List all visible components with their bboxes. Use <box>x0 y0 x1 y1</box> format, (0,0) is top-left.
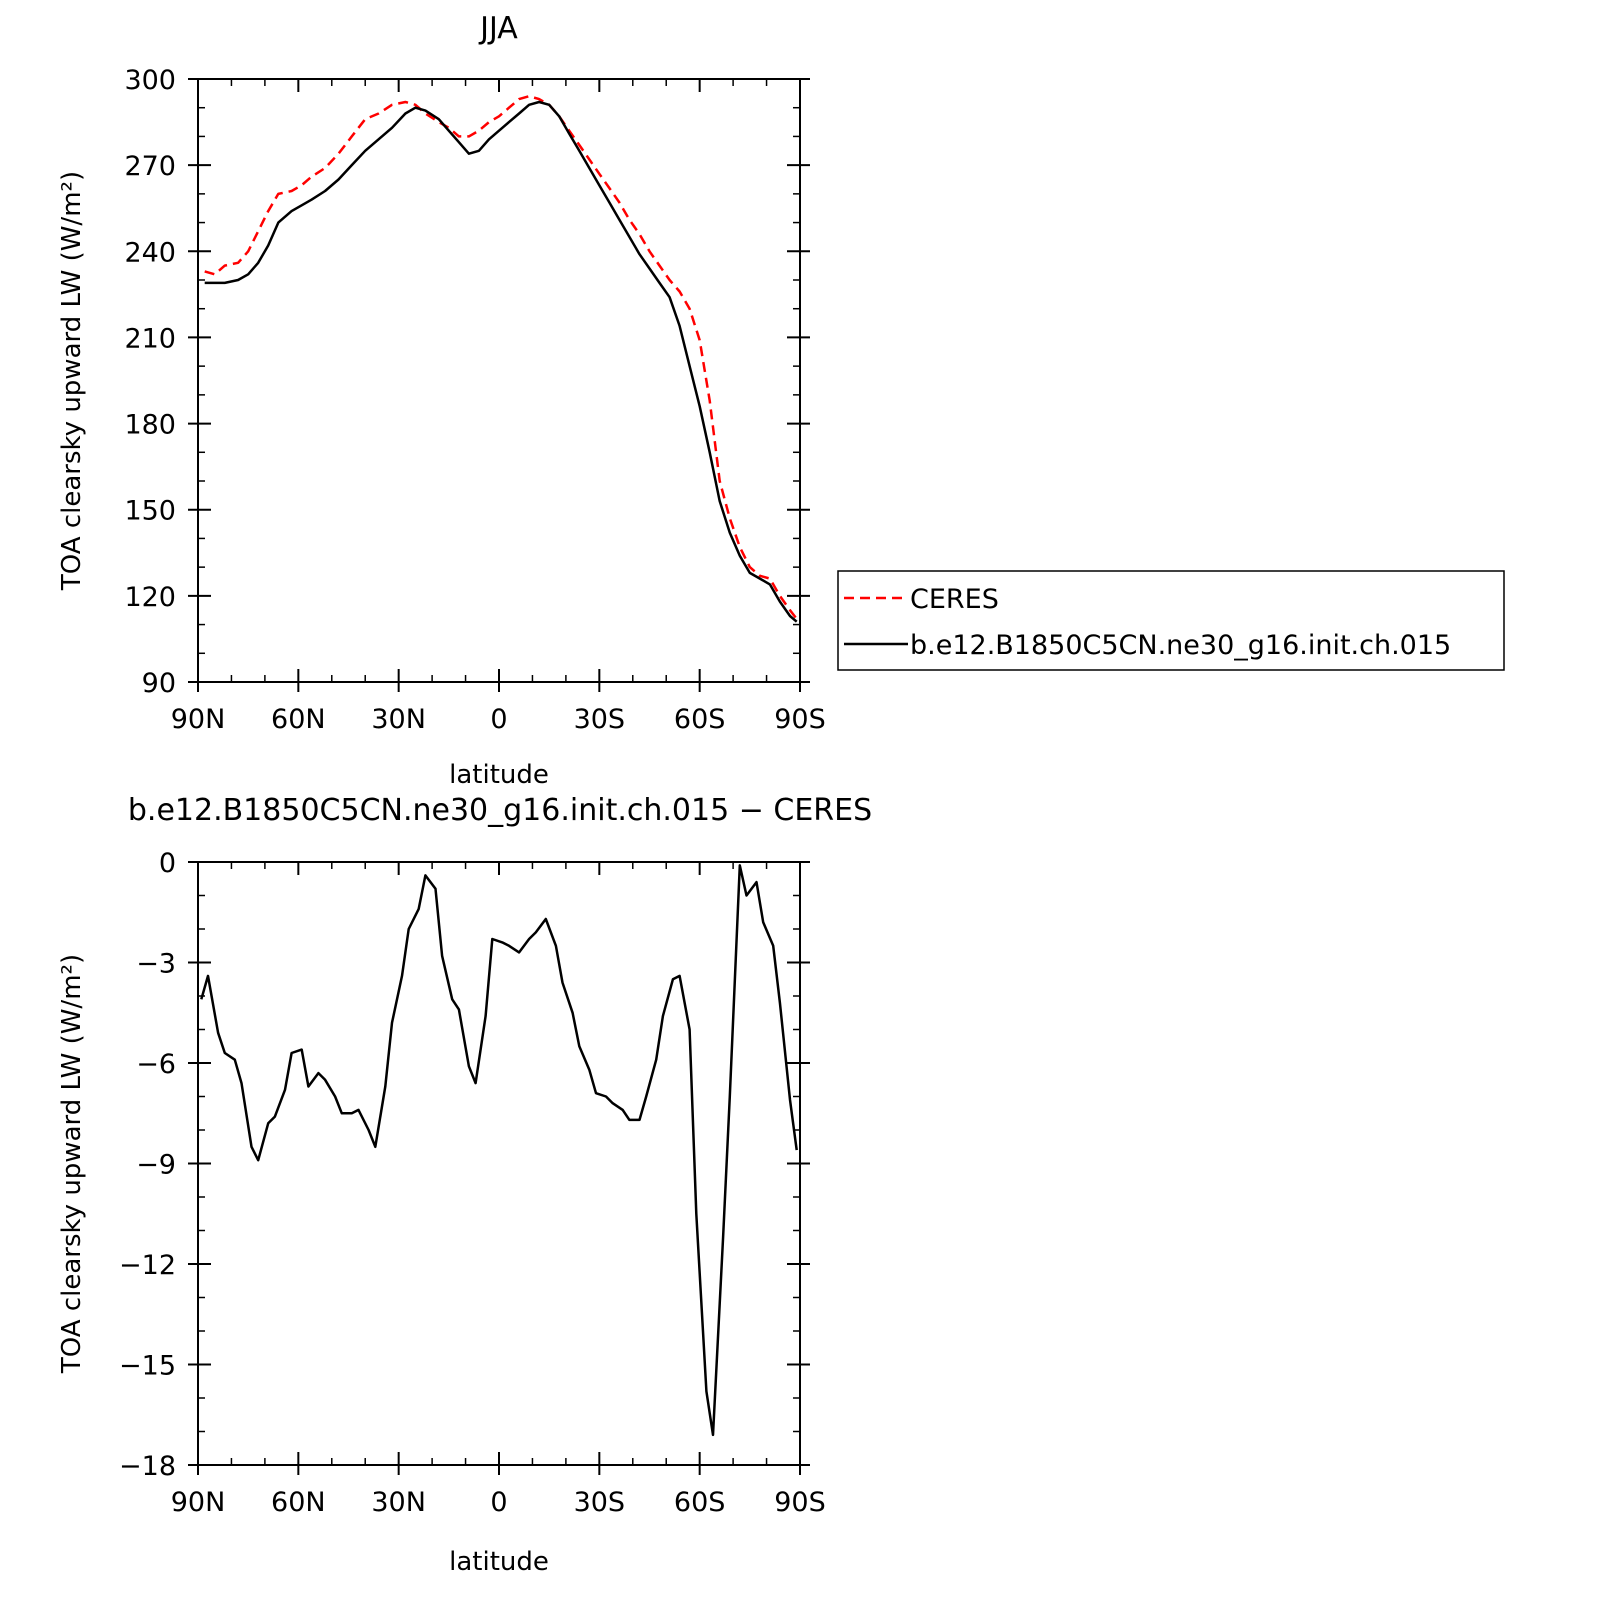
top-x-tick-label: 30S <box>574 704 626 735</box>
bottom-series-line-difference <box>200 864 798 1437</box>
top-x-tick-label: 90S <box>774 704 826 735</box>
bottom-x-axis-label: latitude <box>449 1547 549 1577</box>
legend-box <box>837 570 1505 671</box>
top-y-tick-label: 120 <box>124 582 176 613</box>
bottom-x-tick-label: 60N <box>271 1487 326 1518</box>
bottom-panel-difference: b.e12.B1850C5CN.ne30_g16.init.ch.015 − C… <box>57 793 872 1577</box>
top-panel-jja: JJA latitude TOA clearsky upward LW (W/m… <box>57 11 826 790</box>
bottom-y-tick-label: −15 <box>119 1351 176 1382</box>
top-series-line-b-e12-b1850c5cn-ne30-g16-init-ch-015 <box>204 100 798 623</box>
bottom-x-tick-label: 60S <box>674 1487 726 1518</box>
bottom-y-tick-label: −9 <box>136 1150 176 1181</box>
top-y-axis-label: TOA clearsky upward LW (W/m²) <box>57 171 87 591</box>
legend-label-ceres: CERES <box>910 584 999 615</box>
top-x-axis-label: latitude <box>449 760 549 790</box>
bottom-x-tick-label: 30N <box>371 1487 426 1518</box>
top-y-tick-label: 210 <box>124 323 176 354</box>
bottom-y-tick-label: −3 <box>136 949 176 980</box>
top-y-tick-label: 90 <box>142 668 176 699</box>
bottom-y-tick-label: 0 <box>159 848 176 879</box>
top-x-tick-label: 60S <box>674 704 726 735</box>
top-panel-title: JJA <box>478 11 518 46</box>
bottom-x-tick-label: 0 <box>490 1487 507 1518</box>
top-y-tick-label: 300 <box>124 65 176 96</box>
top-plot-frame <box>197 78 801 683</box>
top-y-tick-label: 180 <box>124 410 176 441</box>
bottom-x-tick-label: 30S <box>574 1487 626 1518</box>
bottom-y-tick-label: −6 <box>136 1049 176 1080</box>
top-x-tick-label: 90N <box>171 704 226 735</box>
top-y-tick-label: 270 <box>124 151 176 182</box>
top-x-tick-label: 0 <box>490 704 507 735</box>
bottom-plot-frame <box>197 861 801 1466</box>
legend: CERES b.e12.B1850C5CN.ne30_g16.init.ch.0… <box>837 570 1505 671</box>
bottom-panel-title: b.e12.B1850C5CN.ne30_g16.init.ch.015 − C… <box>128 793 872 828</box>
bottom-y-tick-label: −18 <box>119 1451 176 1482</box>
top-y-tick-label: 150 <box>124 496 176 527</box>
bottom-y-tick-label: −12 <box>119 1250 176 1281</box>
legend-label-model: b.e12.B1850C5CN.ne30_g16.init.ch.015 <box>910 630 1451 661</box>
top-y-tick-label: 240 <box>124 237 176 268</box>
top-x-tick-label: 60N <box>271 704 326 735</box>
bottom-x-tick-label: 90N <box>171 1487 226 1518</box>
top-x-tick-label: 30N <box>371 704 426 735</box>
top-series-line-ceres <box>204 94 798 620</box>
bottom-x-tick-label: 90S <box>774 1487 826 1518</box>
bottom-y-axis-label: TOA clearsky upward LW (W/m²) <box>57 954 87 1374</box>
